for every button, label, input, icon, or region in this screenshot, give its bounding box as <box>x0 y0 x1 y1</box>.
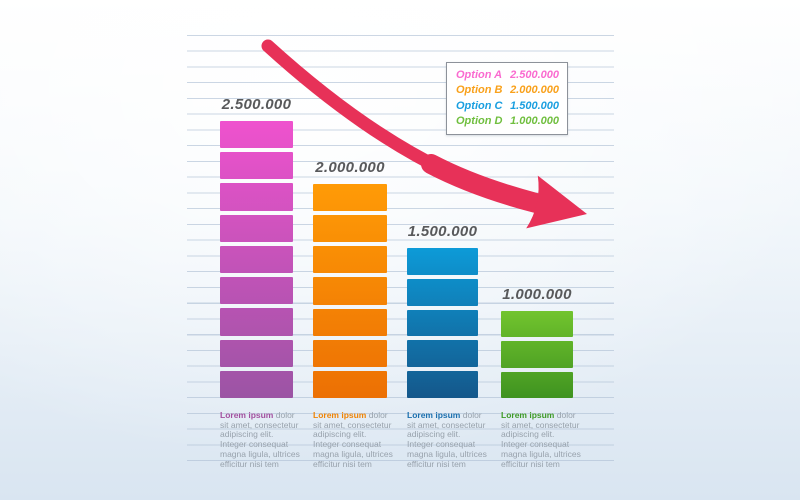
bar-segment <box>313 246 387 274</box>
bar-value-label: 1.000.000 <box>502 286 572 303</box>
bar-description-lead: Lorem ipsum <box>501 410 555 420</box>
bar-segment <box>220 245 293 274</box>
bar-option-c <box>407 248 478 398</box>
bar-segment <box>501 371 573 398</box>
bar-segment <box>407 371 478 398</box>
bar-segment <box>220 370 293 398</box>
legend-row-option-c: Option C 1.500.000 <box>447 98 567 114</box>
bar-segment <box>501 341 573 368</box>
bar-segment <box>220 308 293 336</box>
bar-segment <box>313 339 387 367</box>
bar-segment <box>220 277 293 305</box>
bar-segment <box>407 248 478 275</box>
bar-description-body: dolor sit amet, consectetur adipiscing e… <box>501 410 581 469</box>
bar-description-body: dolor sit amet, consectetur adipiscing e… <box>313 410 393 469</box>
bar-description-body: dolor sit amet, consectetur adipiscing e… <box>220 410 300 469</box>
legend-value: 2.500.000 <box>510 68 559 81</box>
bar-segment <box>220 183 293 211</box>
legend-row-option-b: Option B 2.000.000 <box>447 83 567 99</box>
bar-description-lead: Lorem ipsum <box>407 410 461 420</box>
bar-segment <box>407 340 478 368</box>
bar-segment <box>313 184 387 212</box>
legend-row-option-d: Option D 1.000.000 <box>447 114 567 130</box>
bar-option-a <box>220 121 293 398</box>
bar-description: Lorem ipsum dolor sit amet, consectetur … <box>407 410 489 469</box>
bar-description-body: dolor sit amet, consectetur adipiscing e… <box>407 410 487 469</box>
legend-label: Option C <box>456 99 503 112</box>
bar-option-d <box>501 311 573 398</box>
bar-value-label: 2.000.000 <box>315 159 385 176</box>
bar-segment <box>313 370 387 398</box>
bar-description: Lorem ipsum dolor sit amet, consectetur … <box>220 410 302 469</box>
legend-value: 2.000.000 <box>510 84 559 97</box>
bar-segment <box>313 308 387 336</box>
bar-segment <box>407 278 478 306</box>
bar-segment <box>313 215 387 243</box>
bar-segment <box>220 121 293 149</box>
legend-box: Option A 2.500.000 Option B 2.000.000 Option… <box>446 62 568 135</box>
bar-option-b <box>313 184 387 398</box>
legend-value: 1.500.000 <box>510 99 559 112</box>
legend-label: Option A <box>456 68 503 81</box>
bar-segment <box>220 152 293 180</box>
bar-description: Lorem ipsum dolor sit amet, consectetur … <box>313 410 395 469</box>
bar-description: Lorem ipsum dolor sit amet, consectetur … <box>501 410 583 469</box>
legend-label: Option D <box>456 115 503 128</box>
bar-segment <box>220 214 293 242</box>
bar-segment <box>407 309 478 337</box>
legend-label: Option B <box>456 84 503 97</box>
bar-value-label: 1.500.000 <box>407 223 478 240</box>
bar-description-lead: Lorem ipsum <box>220 410 274 420</box>
bar-description-lead: Lorem ipsum <box>313 410 367 420</box>
bar-value-label: 2.500.000 <box>221 96 292 113</box>
bar-segment <box>313 277 387 305</box>
legend-row-option-a: Option A 2.500.000 <box>447 67 567 83</box>
legend-value: 1.000.000 <box>510 115 559 128</box>
bar-segment <box>220 339 293 367</box>
bar-segment <box>501 311 573 338</box>
